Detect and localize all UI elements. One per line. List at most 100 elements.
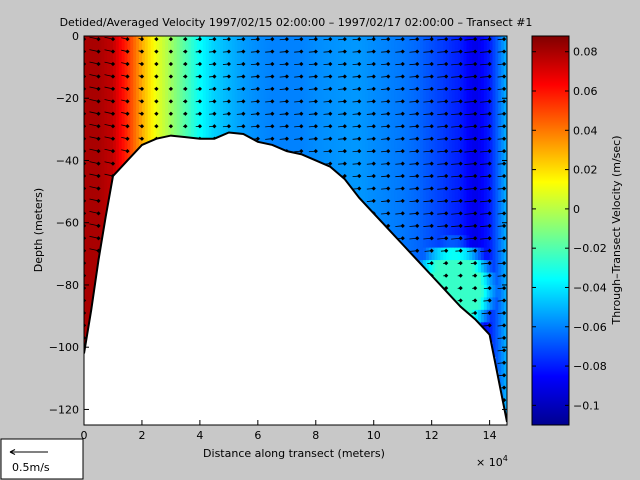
field-cell [182,36,187,50]
field-cell [507,409,510,422]
arrow-marker [84,198,87,204]
field-cell [408,235,412,249]
arrow-marker [212,111,217,116]
field-cell [240,110,244,124]
field-cell [379,123,384,137]
field-cell [504,372,507,386]
field-cell [405,148,410,162]
field-cell [498,260,502,274]
field-cell [498,309,502,323]
field-cell [489,123,494,137]
field-cell [420,235,424,249]
field-cell [289,148,294,153]
field-cell [159,110,163,124]
field-cell [315,110,320,124]
field-cell [286,123,291,137]
field-cell [417,85,421,99]
field-cell [388,210,392,224]
field-cell [425,123,430,137]
field-cell [469,48,473,62]
field-cell [437,36,441,50]
field-cell [501,185,505,199]
field-cell [417,123,421,137]
field-cell [260,123,265,137]
arrow-marker [444,211,449,216]
arrow-marker [386,136,391,141]
field-cell [362,60,366,74]
scale-legend-label: 0.5m/s [12,461,50,474]
field-cell [298,60,302,74]
field-cell [382,85,386,99]
field-cell [449,160,453,174]
field-cell [446,148,450,162]
field-cell [237,73,242,87]
field-cell [98,123,102,137]
field-cell [162,123,166,137]
field-cell [231,73,236,87]
field-cell [104,160,108,174]
field-cell [408,197,412,211]
arrow-marker [110,111,116,116]
field-cell [469,260,473,274]
field-cell [95,160,100,174]
field-cell [101,160,105,174]
field-cell [196,60,201,74]
field-cell [486,235,491,249]
field-cell [492,135,497,149]
field-cell [223,123,227,135]
arrow-marker [415,223,420,228]
arrow-marker [96,99,101,104]
field-cell [449,272,453,286]
field-cell [472,272,476,286]
field-cell [211,135,215,140]
field-cell [498,185,502,199]
field-cell [370,197,375,211]
field-cell [408,148,412,162]
field-cell [475,60,479,74]
field-cell [501,160,505,174]
field-cell [199,36,204,50]
field-cell [498,135,502,149]
field-cell [475,210,479,224]
field-cell [243,98,247,112]
field-cell [98,73,102,87]
field-cell [428,148,433,162]
field-cell [431,222,436,236]
field-cell [478,110,482,124]
field-cell [402,172,407,186]
field-cell [440,172,444,186]
field-cell [405,135,410,149]
field-cell [333,123,337,137]
field-cell [367,73,372,87]
field-cell [292,148,297,154]
field-cell [480,36,485,50]
field-cell [298,123,302,137]
field-cell [492,197,497,211]
field-cell [446,160,450,174]
field-cell [133,60,137,74]
field-cell [507,285,510,298]
field-cell [408,210,412,224]
field-cell [130,110,134,124]
field-cell [425,210,430,224]
field-cell [228,73,233,87]
field-cell [370,185,375,199]
field-cell [466,297,470,311]
field-cell [402,98,407,112]
field-cell [356,98,360,112]
field-cell [344,85,349,99]
field-cell [382,185,386,199]
field-cell [118,73,123,87]
field-cell [144,110,149,124]
field-cell [498,222,502,236]
field-cell [257,36,262,50]
field-cell [498,85,502,99]
field-cell [507,123,510,136]
field-cell [194,98,198,112]
field-cell [434,110,439,124]
field-cell [367,60,372,74]
field-cell [365,148,369,162]
field-cell [283,123,288,137]
field-cell [344,36,349,50]
field-cell [295,110,299,124]
